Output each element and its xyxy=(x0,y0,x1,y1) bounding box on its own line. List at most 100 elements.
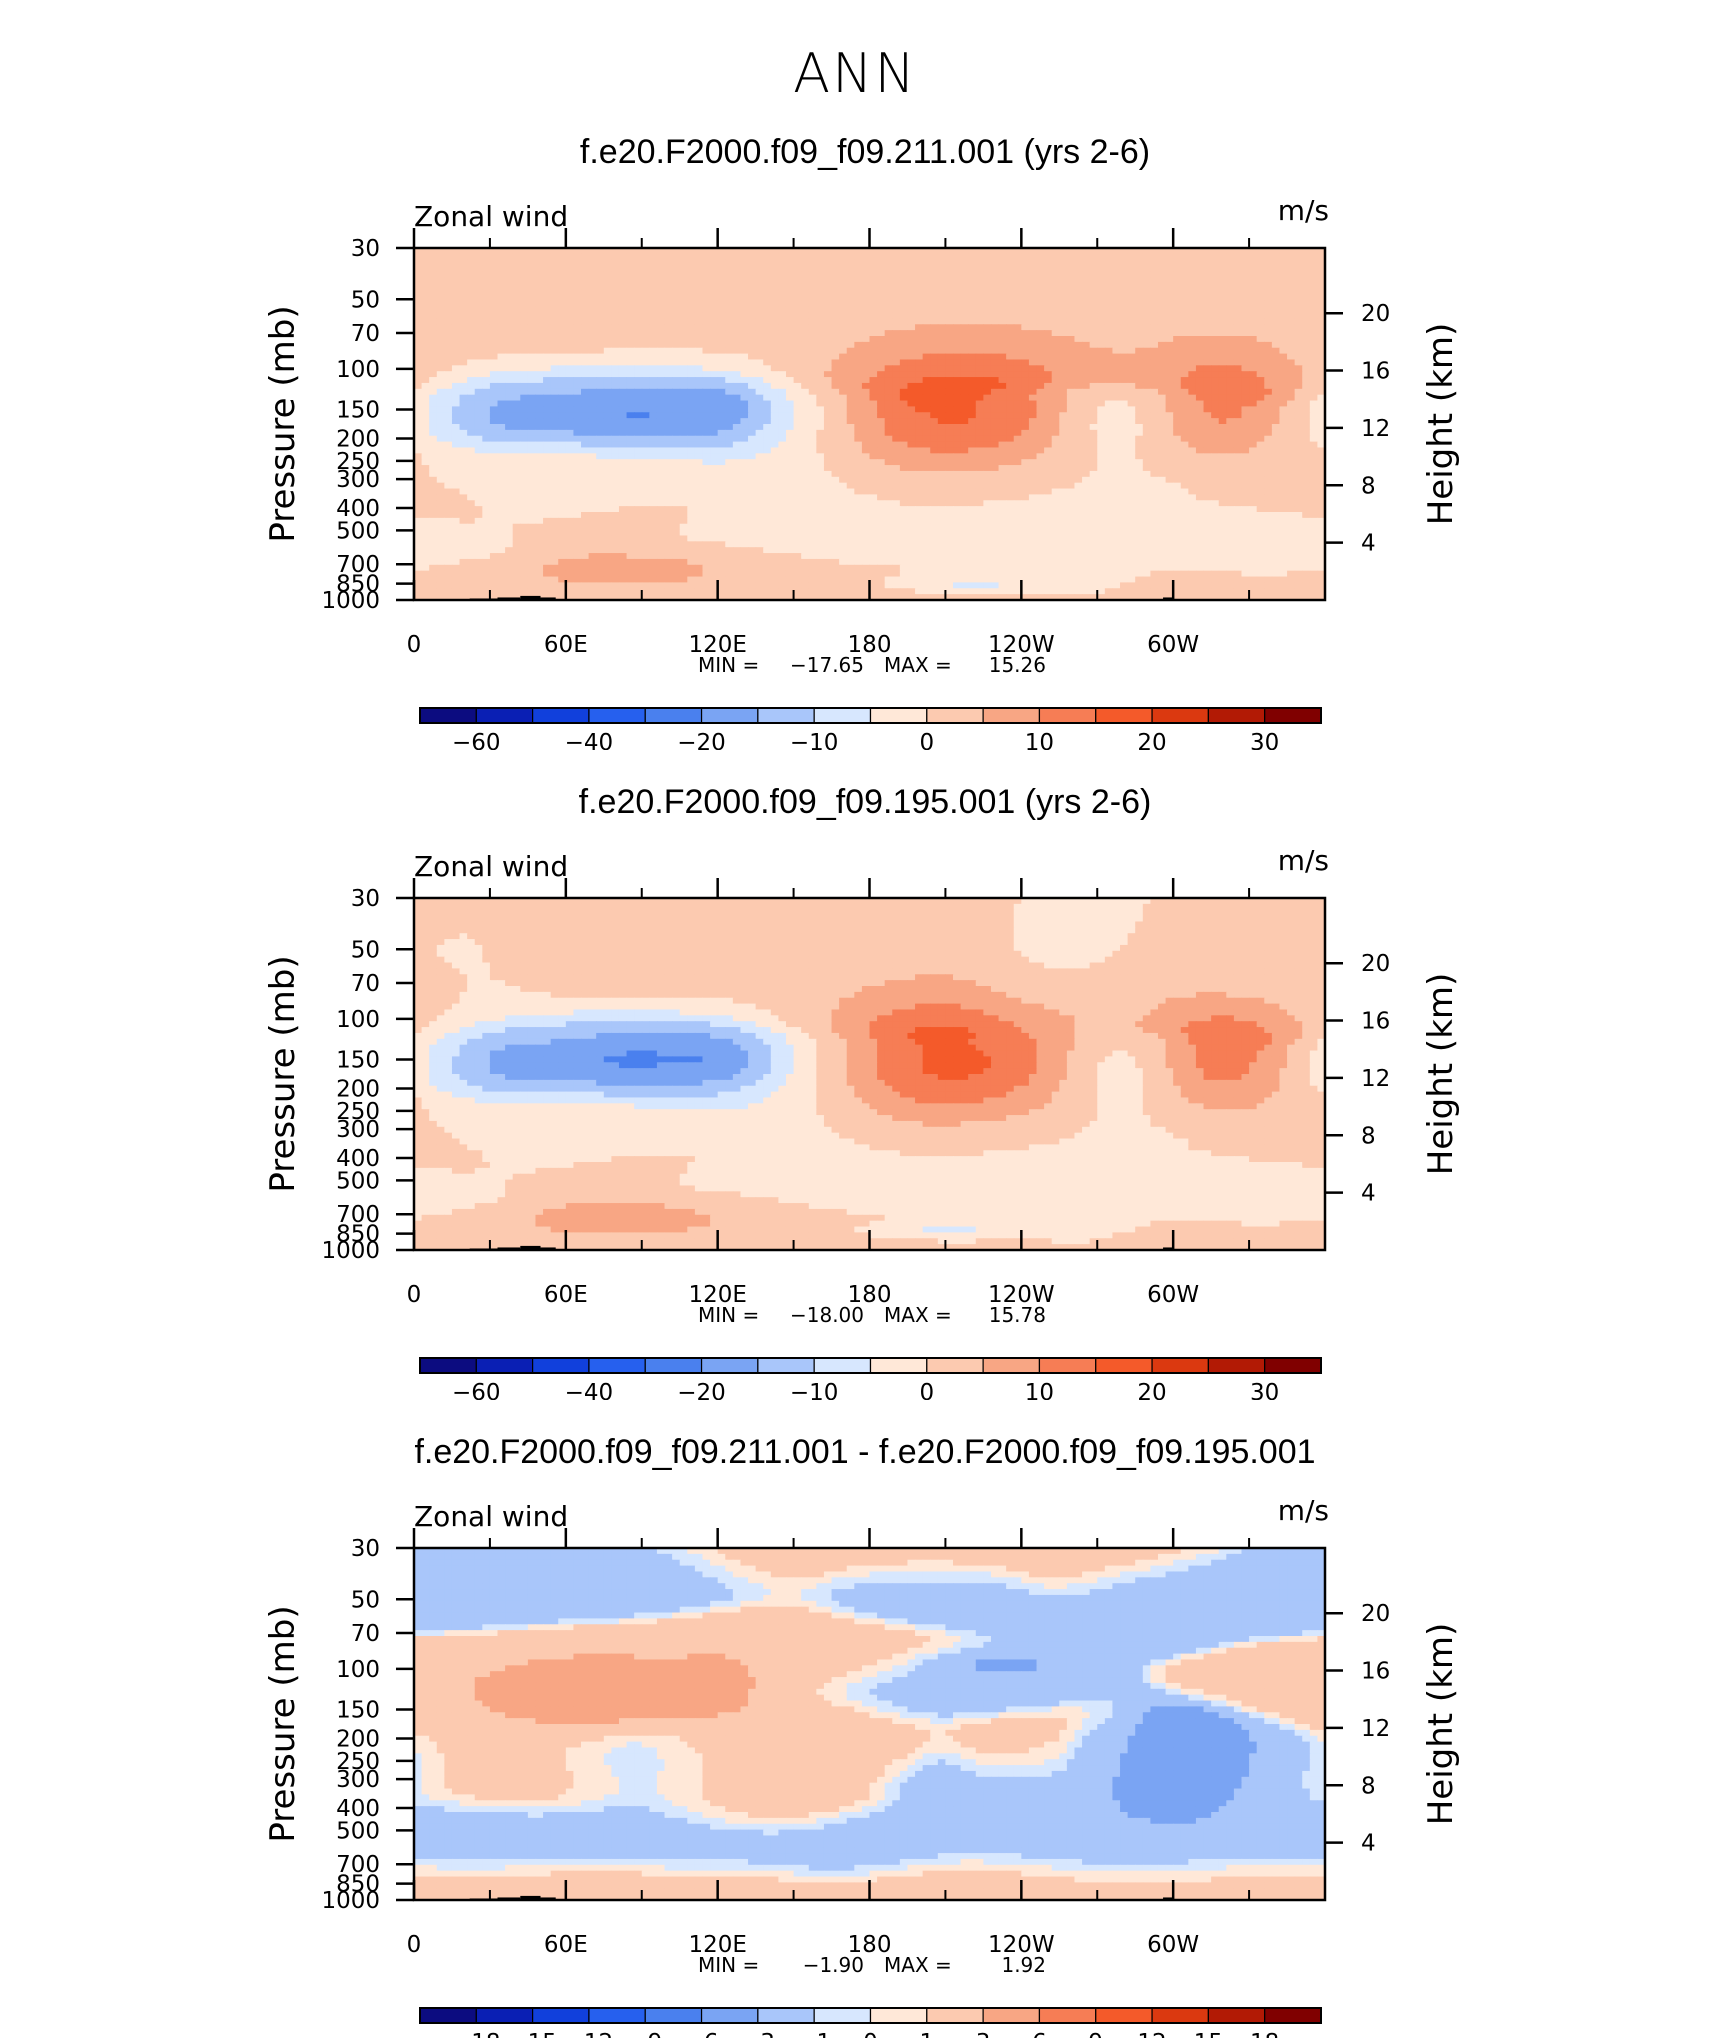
heatmap-cell xyxy=(740,253,749,261)
heatmap-cell xyxy=(915,312,924,319)
heatmap-cell xyxy=(414,482,423,490)
heatmap-cell xyxy=(740,289,749,296)
heatmap-cell xyxy=(922,248,931,255)
heatmap-cell xyxy=(421,259,430,267)
heatmap-cell xyxy=(1256,388,1265,396)
heatmap-cell xyxy=(846,482,855,490)
heatmap-cell xyxy=(861,388,871,396)
heatmap-cell xyxy=(1173,306,1182,314)
heatmap-cell xyxy=(1051,300,1060,308)
heatmap-cell xyxy=(474,470,483,478)
heatmap-cell xyxy=(474,294,483,302)
heatmap-cell xyxy=(611,300,620,308)
heatmap-cell xyxy=(664,377,673,384)
heatmap-cell xyxy=(831,294,840,302)
heatmap-cell xyxy=(823,435,833,443)
heatmap-cell xyxy=(763,465,772,472)
heatmap-cell xyxy=(968,265,977,273)
heatmap-cell xyxy=(793,418,802,425)
heatmap-cell xyxy=(543,429,552,437)
heatmap-cell xyxy=(1135,453,1144,460)
heatmap-cell xyxy=(527,476,537,484)
heatmap-cell xyxy=(565,283,575,290)
heatmap-cell xyxy=(573,347,582,355)
heatmap-cell xyxy=(846,465,855,472)
heatmap-cell xyxy=(421,359,430,366)
heatmap-cell xyxy=(975,259,984,267)
heatmap-cell xyxy=(1127,341,1136,349)
heatmap-cell xyxy=(459,453,468,460)
heatmap-cell xyxy=(664,271,673,278)
heatmap-cell xyxy=(1120,388,1129,396)
heatmap-cell xyxy=(679,435,688,443)
heatmap-cell xyxy=(1165,371,1174,378)
heatmap-cell xyxy=(710,265,719,273)
heatmap-cell xyxy=(421,265,430,273)
heatmap-cell xyxy=(467,359,476,366)
heatmap-cell xyxy=(649,283,658,290)
heatmap-cell xyxy=(998,336,1007,343)
heatmap-cell xyxy=(1165,312,1174,319)
heatmap-cell xyxy=(656,265,666,273)
heatmap-cell xyxy=(710,300,719,308)
heatmap-cell xyxy=(968,447,977,454)
heatmap-cell xyxy=(861,341,871,349)
heatmap-cell xyxy=(1264,265,1273,273)
heatmap-cell xyxy=(641,294,650,302)
heatmap-cell xyxy=(672,341,681,349)
heatmap-cell xyxy=(527,347,537,355)
heatmap-cell xyxy=(1044,324,1053,331)
heatmap-cell xyxy=(831,453,840,460)
heatmap-cell xyxy=(915,447,924,454)
heatmap-cell xyxy=(1044,400,1053,407)
heatmap-cell xyxy=(1195,306,1205,314)
heatmap-cell xyxy=(983,253,992,261)
heatmap-cell xyxy=(884,371,893,378)
heatmap-cell xyxy=(527,488,537,495)
heatmap-cell xyxy=(1021,388,1030,396)
heatmap-cell xyxy=(930,277,939,284)
heatmap-cell xyxy=(770,253,779,261)
heatmap-cell xyxy=(725,488,734,495)
heatmap-cell xyxy=(907,336,916,343)
heatmap-cell xyxy=(1203,324,1212,331)
heatmap-cell xyxy=(899,283,909,290)
heatmap-cell xyxy=(1317,259,1326,267)
heatmap-cell xyxy=(907,424,916,431)
heatmap-cell xyxy=(1203,294,1212,302)
heatmap-cell xyxy=(467,312,476,319)
heatmap-cell xyxy=(861,259,871,267)
heatmap-cell xyxy=(1256,382,1265,390)
heatmap-cell xyxy=(945,341,954,349)
heatmap-cell xyxy=(1142,318,1151,325)
heatmap-cell xyxy=(702,382,711,390)
heatmap-cell xyxy=(421,277,430,284)
heatmap-cell xyxy=(869,459,878,466)
heatmap-cell xyxy=(1165,318,1174,325)
heatmap-cell xyxy=(1120,289,1129,296)
heatmap-cell xyxy=(543,382,552,390)
heatmap-cell xyxy=(694,312,704,319)
heatmap-cell xyxy=(1051,382,1060,390)
heatmap-cell xyxy=(740,265,749,273)
heatmap-cell xyxy=(854,429,863,437)
heatmap-cell xyxy=(1241,283,1250,290)
heatmap-cell xyxy=(717,412,726,419)
heatmap-cell xyxy=(1264,394,1273,402)
heatmap-cell xyxy=(1173,377,1182,384)
heatmap-cell xyxy=(960,377,969,384)
heatmap-cell xyxy=(846,318,855,325)
heatmap-cell xyxy=(626,253,635,261)
heatmap-cell xyxy=(565,253,575,261)
heatmap-cell xyxy=(1036,300,1045,308)
heatmap-cell xyxy=(512,277,521,284)
heatmap-cell xyxy=(861,453,871,460)
heatmap-cell xyxy=(1097,300,1106,308)
heatmap-cell xyxy=(543,359,552,366)
heatmap-cell xyxy=(535,435,544,443)
heatmap-cell xyxy=(550,459,559,466)
heatmap-cell xyxy=(1089,447,1098,454)
heatmap-cell xyxy=(1006,441,1015,449)
heatmap-cell xyxy=(1157,324,1167,331)
heatmap-cell xyxy=(451,453,461,460)
